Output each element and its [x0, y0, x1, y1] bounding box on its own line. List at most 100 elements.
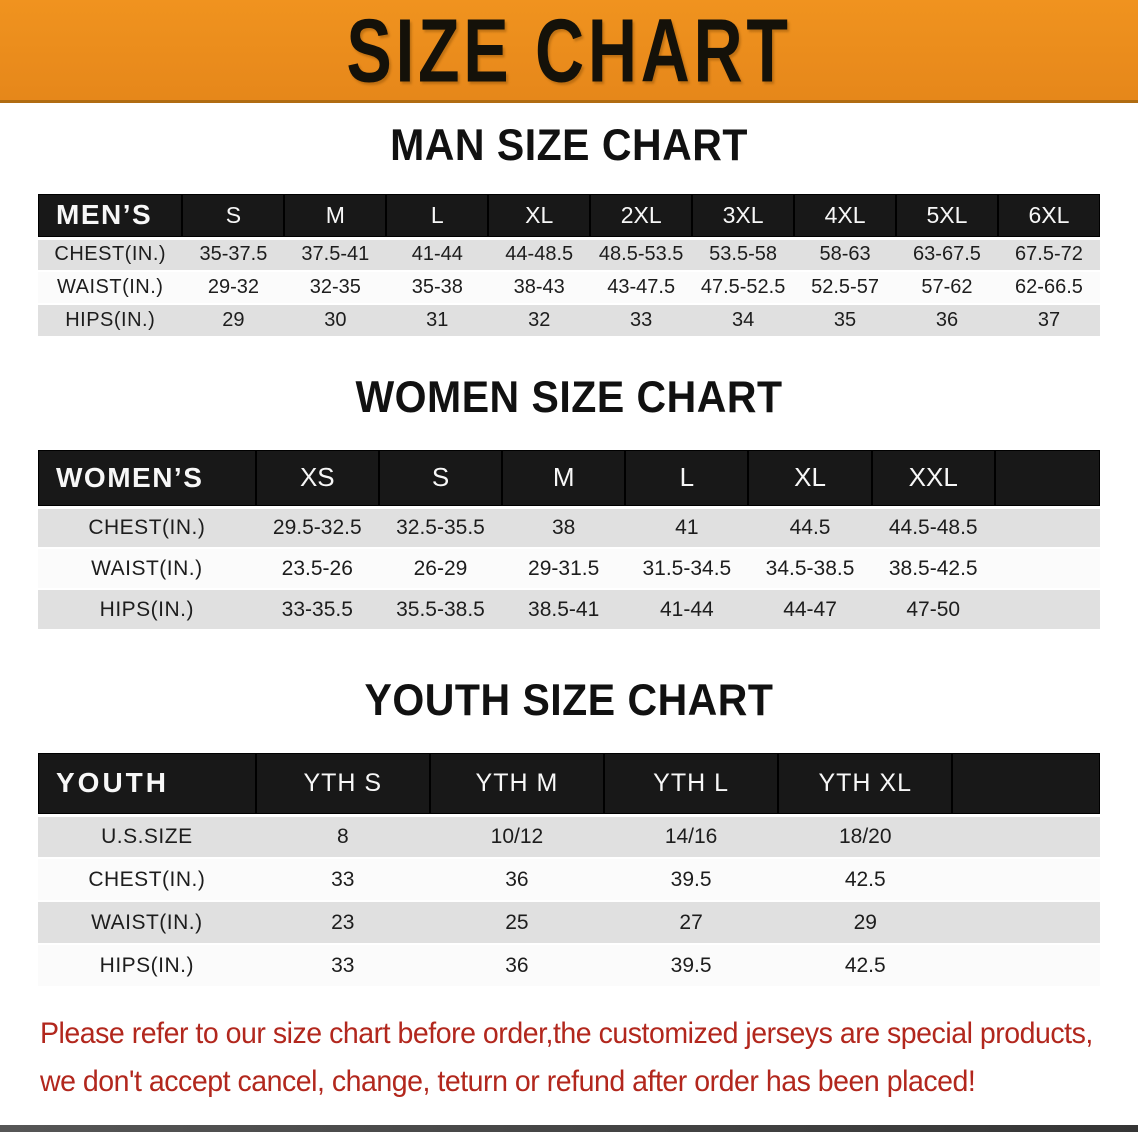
size-value: 29.5-32.5 — [255, 507, 379, 549]
women-size-table: WOMEN’S XS S M L XL XXL CHEST(IN.) 29.5-32.5 32.5… — [38, 450, 1100, 631]
size-value: 35-37.5 — [182, 238, 285, 272]
bottom-strip — [0, 1125, 1138, 1132]
size-value: 33-35.5 — [255, 589, 379, 631]
size-value: 38 — [502, 507, 626, 549]
size-column-header: XL — [488, 194, 591, 240]
table-row: HIPS(IN.) 29 30 31 32 33 34 35 36 37 — [38, 304, 1100, 338]
size-value: 44.5-48.5 — [871, 507, 995, 549]
men-size-table: MEN’S S M L XL 2XL 3XL 4XL 5XL 6XL CHEST(IN.) 35-37… — [38, 194, 1100, 338]
youth-size-table: YOUTH YTH S YTH M YTH L YTH XL U.S.SIZE 8 10/12… — [38, 753, 1100, 988]
size-column-header: 5XL — [896, 194, 998, 240]
women-size-section: WOMEN SIZE CHART WOMEN’S XS S M L XL XXL CHEST(… — [0, 372, 1138, 631]
size-value: 43-47.5 — [590, 271, 693, 305]
size-value: 18/20 — [778, 815, 953, 859]
size-column-header: YTH L — [604, 753, 779, 817]
size-value: 23 — [255, 901, 430, 945]
size-value: 57-62 — [896, 271, 998, 305]
size-value: 35 — [794, 304, 896, 338]
size-value: 34 — [692, 304, 795, 338]
size-value: 41-44 — [386, 238, 489, 272]
youth-section-title: YOUTH SIZE CHART — [364, 675, 774, 725]
size-value: 41-44 — [625, 589, 749, 631]
banner-title: SIZE CHART — [346, 0, 792, 101]
table-row: WAIST(IN.) 23 25 27 29 — [38, 901, 1100, 945]
size-column-header: XL — [748, 450, 872, 509]
size-value: 31.5-34.5 — [625, 548, 749, 590]
row-spacer-cell — [994, 507, 1100, 549]
size-value: 38.5-42.5 — [871, 548, 995, 590]
size-column-header: M — [284, 194, 387, 240]
size-value: 35.5-38.5 — [378, 589, 503, 631]
size-value: 32-35 — [284, 271, 387, 305]
size-value: 36 — [896, 304, 998, 338]
measurement-label: HIPS(IN.) — [38, 304, 183, 338]
size-value: 39.5 — [604, 944, 779, 988]
size-value: 33 — [255, 858, 430, 902]
measurement-label: CHEST(IN.) — [38, 238, 183, 272]
size-column-header: M — [502, 450, 626, 509]
size-value: 62-66.5 — [997, 271, 1100, 305]
row-spacer-cell — [952, 858, 1100, 902]
table-row: HIPS(IN.) 33-35.5 35.5-38.5 38.5-41 41-44 44-… — [38, 589, 1100, 631]
size-value: 58-63 — [794, 238, 896, 272]
row-spacer-cell — [994, 548, 1100, 590]
size-column-header: XXL — [871, 450, 995, 509]
disclaimer: Please refer to our size chart before or… — [0, 1010, 1138, 1106]
size-column-header: 3XL — [692, 194, 795, 240]
measurement-label: U.S.SIZE — [38, 815, 256, 859]
size-value: 31 — [386, 304, 489, 338]
size-value: 30 — [284, 304, 387, 338]
size-column-header: S — [182, 194, 285, 240]
size-value: 48.5-53.5 — [590, 238, 693, 272]
size-value: 35-38 — [386, 271, 489, 305]
size-value: 47-50 — [871, 589, 995, 631]
table-header-row: WOMEN’S XS S M L XL XXL — [38, 450, 1100, 509]
size-column-header: YTH XL — [778, 753, 953, 817]
size-value: 29 — [778, 901, 953, 945]
size-value: 25 — [429, 901, 605, 945]
men-section-title: MAN SIZE CHART — [390, 120, 748, 170]
size-value: 38.5-41 — [502, 589, 626, 631]
size-value: 41 — [625, 507, 749, 549]
size-value: 26-29 — [378, 548, 503, 590]
size-value: 33 — [255, 944, 430, 988]
size-value: 52.5-57 — [794, 271, 896, 305]
size-value: 36 — [429, 858, 605, 902]
table-header-row: MEN’S S M L XL 2XL 3XL 4XL 5XL 6XL — [38, 194, 1100, 240]
size-value: 38-43 — [488, 271, 591, 305]
size-column-header: S — [378, 450, 503, 509]
men-size-section: MAN SIZE CHART MEN’S S M L XL 2XL 3XL 4XL 5XL 6XL… — [0, 120, 1138, 338]
disclaimer-line-1: Please refer to our size chart before or… — [40, 1017, 1093, 1050]
table-row: CHEST(IN.) 35-37.5 37.5-41 41-44 44-48.5 48.5… — [38, 238, 1100, 272]
size-value: 10/12 — [429, 815, 605, 859]
size-value: 34.5-38.5 — [748, 548, 872, 590]
size-value: 67.5-72 — [997, 238, 1100, 272]
size-column-header: 4XL — [794, 194, 896, 240]
size-column-header: 2XL — [590, 194, 693, 240]
size-value: 32.5-35.5 — [378, 507, 503, 549]
size-value: 37.5-41 — [284, 238, 387, 272]
table-header-label: YOUTH — [38, 753, 256, 817]
size-column-header: YTH S — [255, 753, 430, 817]
header-spacer-cell — [952, 753, 1100, 817]
disclaimer-line-2: we don't accept cancel, change, teturn o… — [40, 1065, 976, 1098]
table-header-label: WOMEN’S — [38, 450, 256, 509]
measurement-label: WAIST(IN.) — [38, 548, 256, 590]
size-value: 44-48.5 — [488, 238, 591, 272]
size-value: 29 — [182, 304, 285, 338]
measurement-label: CHEST(IN.) — [38, 507, 256, 549]
size-column-header: L — [386, 194, 489, 240]
measurement-label: CHEST(IN.) — [38, 858, 256, 902]
size-value: 42.5 — [778, 944, 953, 988]
size-value: 44-47 — [748, 589, 872, 631]
size-value: 42.5 — [778, 858, 953, 902]
header-spacer-cell — [994, 450, 1100, 509]
size-value: 53.5-58 — [692, 238, 795, 272]
row-spacer-cell — [952, 815, 1100, 859]
measurement-label: HIPS(IN.) — [38, 589, 256, 631]
row-spacer-cell — [952, 901, 1100, 945]
table-row: CHEST(IN.) 29.5-32.5 32.5-35.5 38 41 44.5 44.5… — [38, 507, 1100, 549]
table-row: HIPS(IN.) 33 36 39.5 42.5 — [38, 944, 1100, 988]
size-value: 33 — [590, 304, 693, 338]
